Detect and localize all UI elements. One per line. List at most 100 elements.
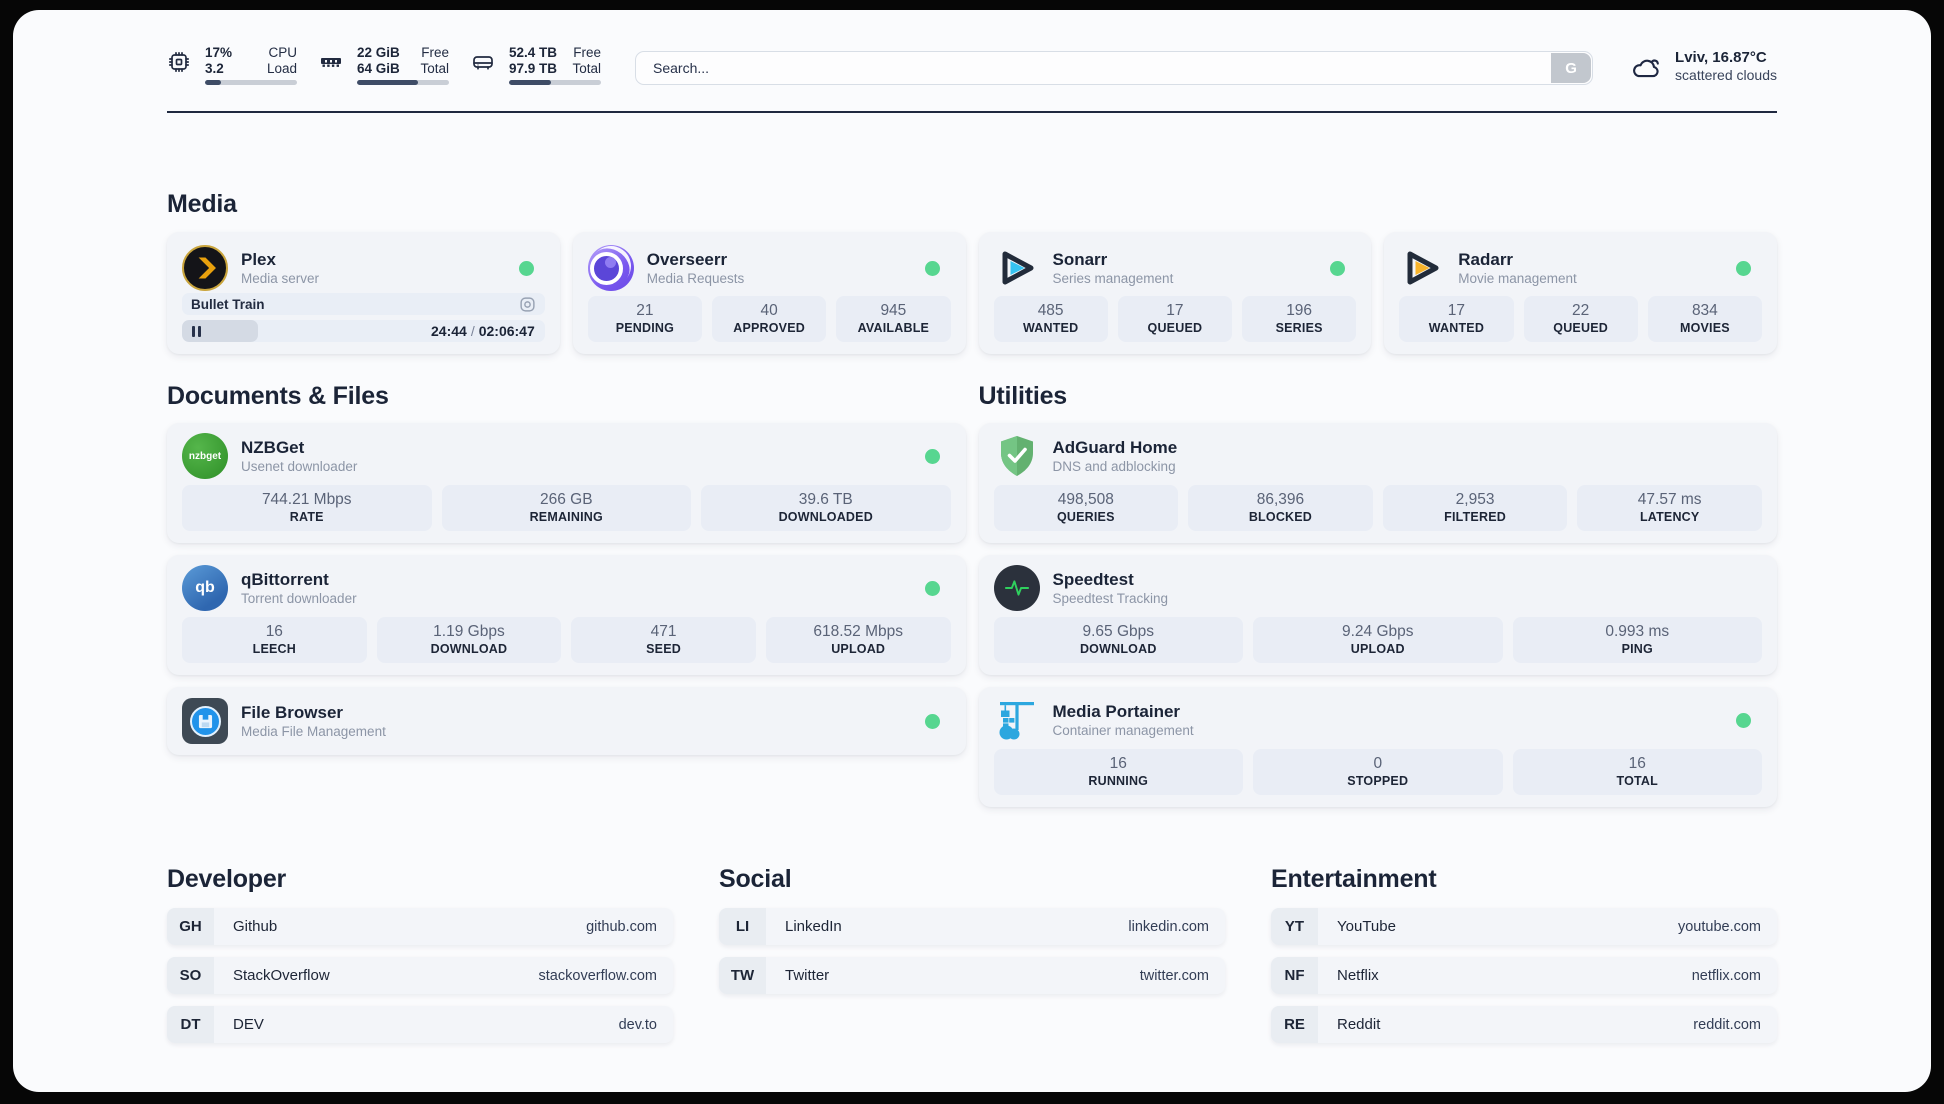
cpu-widget: 17% CPU 3.2 Load: [167, 45, 297, 85]
app-card-plex[interactable]: Plex Media server Bullet Train: [167, 232, 560, 354]
disk-icon: [471, 50, 495, 74]
weather-location-temp: Lviv, 16.87°C: [1675, 49, 1767, 66]
app-card-nzbget[interactable]: nzbget NZBGet Usenet downloader 744.21 M…: [167, 423, 966, 543]
now-playing-bar: Bullet Train: [182, 293, 545, 315]
bookmark-url: youtube.com: [1677, 918, 1761, 935]
header-divider: [167, 111, 1777, 113]
memory-free-value: 22 GiB: [357, 45, 400, 60]
disk-total-value: 97.9 TB: [509, 60, 558, 76]
bookmark-url: github.com: [586, 918, 657, 935]
section-title-utilities: Utilities: [978, 382, 1068, 410]
app-header: nzbget NZBGet Usenet downloader: [182, 433, 951, 479]
bookmark-abbr: TW: [719, 957, 766, 994]
cpu-progress-bar: [205, 80, 297, 85]
bookmark-url: reddit.com: [1693, 1016, 1761, 1033]
bookmark-url: linkedin.com: [1128, 918, 1209, 935]
app-header: Plex Media server: [182, 245, 545, 291]
stat-seed: 471 SEED: [571, 617, 756, 663]
stat-filtered: 2,953 FILTERED: [1382, 485, 1568, 531]
memory-widget: 22 GiB Free 64 GiB Total: [319, 45, 449, 85]
bookmark-url: twitter.com: [1139, 967, 1209, 984]
stat-upload: 9.24 Gbps UPLOAD: [1253, 617, 1503, 663]
bookmark-linkedin[interactable]: LI LinkedIn linkedin.com: [719, 908, 1225, 945]
memory-icon: [319, 50, 343, 74]
memory-progress-bar: [357, 80, 449, 85]
disk-widget: 52.4 TB Free 97.9 TB Total: [471, 45, 601, 85]
status-dot: [1736, 712, 1751, 728]
stat-wanted: 485 WANTED: [993, 296, 1108, 342]
app-header: Radarr Movie management: [1399, 245, 1762, 291]
bookmark-stackoverflow[interactable]: SO StackOverflow stackoverflow.com: [167, 957, 673, 994]
stat-download: 1.19 Gbps DOWNLOAD: [376, 617, 562, 663]
pause-icon[interactable]: [192, 325, 201, 337]
status-dot: [518, 260, 534, 276]
app-name: Speedtest: [1052, 570, 1134, 589]
search-engine-button[interactable]: G: [1551, 53, 1592, 83]
playback-progress-bar[interactable]: 24:44/02:06:47: [182, 320, 545, 342]
bookmark-url: stackoverflow.com: [538, 967, 657, 984]
disk-progress-bar: [509, 80, 601, 85]
bookmark-abbr: NF: [1271, 957, 1318, 994]
app-header: AdGuard Home DNS and adblocking: [994, 433, 1763, 479]
bookmark-abbr: YT: [1271, 908, 1318, 945]
bookmark-youtube[interactable]: YT YouTube youtube.com: [1271, 908, 1777, 945]
stat-blocked: 86,396 BLOCKED: [1188, 485, 1373, 531]
status-dot: [924, 713, 940, 729]
section-title-social: Social: [719, 865, 792, 893]
app-header: Sonarr Series management: [994, 245, 1357, 291]
app-desc: Speedtest Tracking: [1052, 591, 1169, 606]
app-name: AdGuard Home: [1052, 438, 1178, 457]
stat-rate: 744.21 Mbps RATE: [182, 485, 432, 531]
system-widgets: 17% CPU 3.2 Load 22 GiB Free 64 GiB To: [167, 45, 601, 85]
app-card-overseerr[interactable]: Overseerr Media Requests 21 PENDING 40 APP…: [572, 232, 966, 354]
app-card-filebrowser[interactable]: File Browser Media File Management: [167, 687, 966, 755]
bookmark-abbr: GH: [167, 908, 214, 945]
app-desc: Container management: [1052, 723, 1194, 738]
bookmark-name: StackOverflow: [233, 967, 330, 984]
stat-approved: 40 APPROVED: [712, 296, 827, 342]
bookmark-github[interactable]: GH Github github.com: [167, 908, 673, 945]
app-card-sonarr[interactable]: Sonarr Series management 485 WANTED 17 QUE…: [978, 232, 1372, 354]
app-name: File Browser: [241, 703, 344, 722]
app-header: Media Portainer Container management: [994, 697, 1763, 743]
app-header: qb qBittorrent Torrent downloader: [182, 565, 951, 611]
camera-icon[interactable]: [519, 296, 536, 313]
cpu-usage-value: 17%: [205, 45, 233, 60]
section-title-media: Media: [167, 190, 237, 218]
bookmark-reddit[interactable]: RE Reddit reddit.com: [1271, 1006, 1777, 1043]
stat-remaining: 266 GB REMAINING: [441, 485, 691, 531]
app-card-speedtest[interactable]: Speedtest Speedtest Tracking 9.65 Gbps DO…: [978, 555, 1777, 675]
bookmark-netflix[interactable]: NF Netflix netflix.com: [1271, 957, 1777, 994]
app-desc: Torrent downloader: [241, 591, 357, 606]
bookmark-group-social: Social LI LinkedIn linkedin.com TW Twitt…: [719, 865, 1225, 994]
bookmark-dev[interactable]: DT DEV dev.to: [167, 1006, 673, 1043]
app-card-portainer[interactable]: Media Portainer Container management 16 R…: [978, 687, 1777, 807]
memory-label-2: Total: [420, 60, 449, 76]
app-name: Media Portainer: [1052, 702, 1181, 721]
cpu-label-1: CPU: [268, 45, 297, 60]
app-name: Radarr: [1458, 250, 1514, 269]
cpu-icon: [167, 50, 191, 74]
filebrowser-icon: [182, 698, 228, 744]
bookmark-twitter[interactable]: TW Twitter twitter.com: [719, 957, 1225, 994]
stat-queued: 22 QUEUED: [1523, 296, 1638, 342]
stat-series: 196 SERIES: [1242, 296, 1357, 342]
app-card-qbittorrent[interactable]: qb qBittorrent Torrent downloader 16 LEEC…: [167, 555, 966, 675]
stat-latency: 47.57 ms LATENCY: [1577, 485, 1762, 531]
bookmark-name: Netflix: [1337, 967, 1379, 984]
status-dot: [924, 448, 940, 464]
status-dot: [1736, 260, 1751, 276]
stat-wanted: 17 WANTED: [1399, 296, 1514, 342]
sonarr-icon: [994, 245, 1040, 291]
app-name: Overseerr: [646, 250, 728, 269]
stat-queries: 498,508 QUERIES: [993, 485, 1179, 531]
bookmark-name: DEV: [233, 1016, 264, 1033]
app-card-adguard[interactable]: AdGuard Home DNS and adblocking 498,508 Q…: [978, 423, 1777, 543]
stat-download: 9.65 Gbps DOWNLOAD: [993, 617, 1243, 663]
cpu-label-2: Load: [266, 60, 297, 76]
bookmark-url: netflix.com: [1691, 967, 1761, 984]
search-input[interactable]: [635, 51, 1594, 85]
app-desc: DNS and adblocking: [1052, 459, 1176, 474]
app-card-radarr[interactable]: Radarr Movie management 17 WANTED 22 QUEUE…: [1384, 232, 1777, 354]
stat-leech: 16 LEECH: [182, 617, 367, 663]
